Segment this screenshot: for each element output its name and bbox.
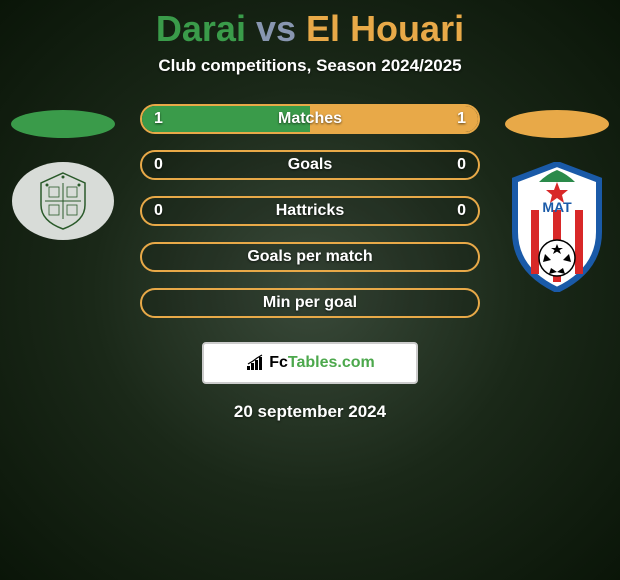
- subtitle: Club competitions, Season 2024/2025: [158, 56, 461, 76]
- club-logo-left: [12, 162, 114, 240]
- stat-label: Goals: [288, 156, 332, 174]
- player-a-ellipse: [11, 110, 115, 138]
- player-b-name: El Houari: [306, 8, 464, 49]
- brand-suffix: Tables.com: [288, 354, 375, 371]
- stat-right-value: 1: [457, 110, 466, 128]
- stat-label: Hattricks: [276, 202, 344, 220]
- player-b-ellipse: [505, 110, 609, 138]
- stat-label: Min per goal: [263, 294, 357, 312]
- stat-label: Matches: [278, 110, 342, 128]
- stat-left-value: 0: [154, 156, 163, 174]
- date-text: 20 september 2024: [234, 402, 386, 422]
- stat-label: Goals per match: [247, 248, 372, 266]
- stat-row: 0 Hattricks 0: [140, 196, 480, 226]
- stat-row: 1 Matches 1: [140, 104, 480, 134]
- stat-row: 0 Goals 0: [140, 150, 480, 180]
- stat-left-value: 0: [154, 202, 163, 220]
- brand-prefix: Fc: [269, 354, 288, 371]
- crest-left-icon: [33, 171, 93, 231]
- left-side: [8, 104, 118, 240]
- player-a-name: Darai: [156, 8, 246, 49]
- right-side: MAT: [502, 104, 612, 297]
- crest-right-icon: MAT: [507, 162, 607, 292]
- stat-right-value: 0: [457, 202, 466, 220]
- stat-right-value: 0: [457, 156, 466, 174]
- stats-center: 1 Matches 1 0 Goals 0 0 Hattricks 0 Goals per mat…: [135, 104, 485, 318]
- svg-text:MAT: MAT: [542, 199, 572, 215]
- bars-icon: [245, 354, 267, 372]
- stats-area: 1 Matches 1 0 Goals 0 0 Hattricks 0 Goals per mat…: [0, 104, 620, 318]
- stat-row: Goals per match: [140, 242, 480, 272]
- stat-row: Min per goal: [140, 288, 480, 318]
- comparison-title: Darai vs El Houari: [156, 8, 464, 50]
- stat-left-value: 1: [154, 110, 163, 128]
- vs-text: vs: [256, 8, 296, 49]
- club-logo-right: MAT: [507, 162, 607, 297]
- footer-badge: FcTables.com: [202, 342, 418, 384]
- infographic-container: Darai vs El Houari Club competitions, Se…: [0, 0, 620, 422]
